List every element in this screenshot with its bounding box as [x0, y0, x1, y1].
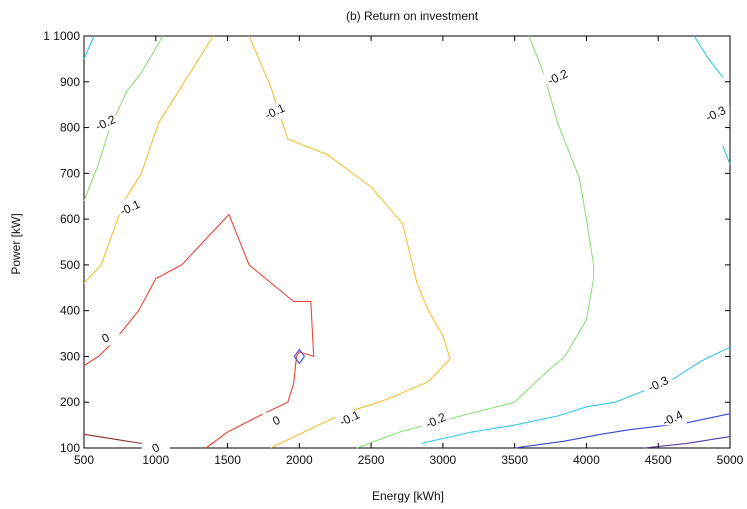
contour-label-bg [91, 330, 120, 346]
contour-label-bg [335, 410, 364, 426]
y-tick-label: 700 [60, 166, 80, 180]
y-axis-label: Power [kW] [9, 213, 23, 274]
x-axis-ticks: 500 1000 1500 2000 2500 3000 3500 4000 4500 5000 [74, 36, 744, 467]
y-tick-label: 900 [60, 75, 80, 89]
x-tick-label: 5000 [717, 453, 744, 467]
x-axis-label: Energy [kWh] [372, 489, 444, 503]
contour-label-bg [262, 412, 291, 428]
y-tick-label: 1 1000 [43, 29, 80, 43]
contour-line [693, 35, 724, 78]
contour-label-bg [260, 103, 289, 119]
x-tick-label: 1500 [214, 453, 241, 467]
diamond-marker [293, 348, 306, 365]
x-tick-label: 3000 [430, 453, 457, 467]
x-tick-label: 4000 [573, 453, 600, 467]
contour-label-bg [644, 375, 673, 391]
contour-label-bg [701, 105, 730, 121]
contour-line [514, 413, 731, 449]
chart-markers [293, 348, 306, 365]
x-tick-label: 2500 [358, 453, 385, 467]
y-tick-label: 500 [60, 258, 80, 272]
contour-label-bg [421, 412, 450, 428]
y-tick-label: 800 [60, 121, 80, 135]
x-tick-label: 2000 [286, 453, 313, 467]
x-tick-label: 500 [74, 453, 94, 467]
contour-line [83, 213, 315, 449]
x-tick-label: 1000 [142, 453, 169, 467]
contour-line [83, 35, 214, 284]
y-tick-label: 400 [60, 304, 80, 318]
contour-label-bg [658, 410, 687, 426]
contour-lines [83, 35, 731, 449]
contour-line [83, 35, 95, 60]
y-tick-label: 200 [60, 395, 80, 409]
x-tick-label: 3500 [501, 453, 528, 467]
contour-label-bg [543, 69, 572, 85]
contour-line [83, 35, 164, 202]
contour-label-bg [91, 114, 120, 130]
contour-line [643, 436, 731, 449]
contour-label-bg [141, 440, 170, 455]
contour-line [356, 35, 595, 449]
contour-labels: 000-0.1-0.1-0.1-0.2-0.2-0.2-0.3-0.3-0.4 [91, 66, 730, 456]
y-tick-label: 300 [60, 349, 80, 363]
chart-title: (b) Return on investment [346, 9, 479, 23]
x-tick-label: 4500 [645, 453, 672, 467]
contour-line [421, 346, 731, 444]
plot-area-frame [83, 35, 731, 449]
y-tick-label: 100 [60, 441, 80, 455]
contour-line [248, 35, 451, 449]
y-axis-ticks: 100 200 300 400 500 600 700 800 900 1 1000 [43, 29, 730, 455]
contour-label-bg [115, 199, 144, 215]
contour-line [722, 145, 731, 165]
y-tick-label: 600 [60, 212, 80, 226]
